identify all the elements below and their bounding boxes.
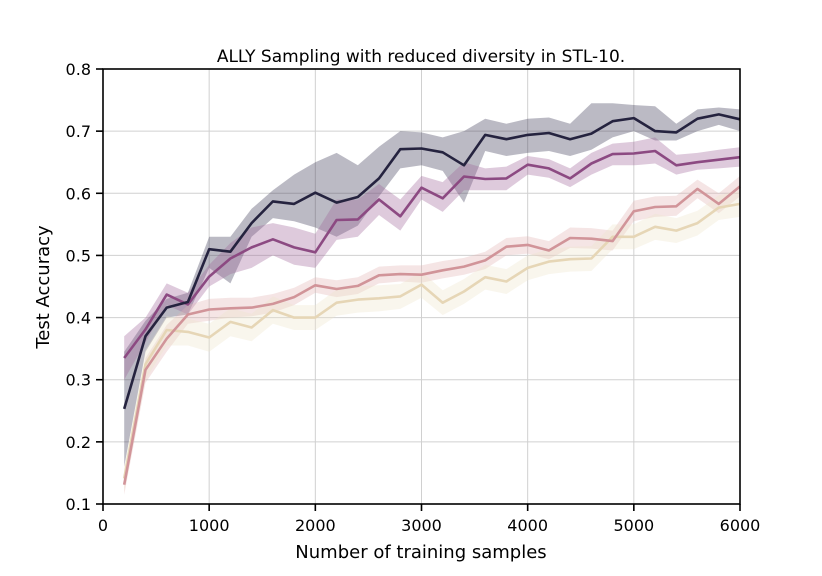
y-tick-label: 0.3 — [66, 371, 91, 390]
y-tick-label: 0.6 — [66, 184, 91, 203]
series-3-band — [124, 175, 740, 495]
series-4-band — [124, 190, 740, 492]
y-tick-label: 0.2 — [66, 433, 91, 452]
y-tick-label: 0.1 — [66, 495, 91, 514]
x-tick-label: 3000 — [401, 516, 442, 535]
y-tick-label: 0.7 — [66, 122, 91, 141]
x-tick-label: 1000 — [189, 516, 230, 535]
y-axis-label: Test Accuracy — [33, 225, 54, 350]
series-2-band — [124, 137, 740, 380]
confidence-bands — [124, 103, 740, 495]
series-lines — [122, 113, 741, 485]
series-3-line — [122, 185, 741, 485]
y-tick-label: 0.5 — [66, 246, 91, 265]
series-1-line — [122, 113, 741, 410]
y-tick-label: 0.4 — [66, 309, 91, 328]
x-tick-label: 5000 — [613, 516, 654, 535]
x-tick-label: 0 — [98, 516, 108, 535]
x-tick-label: 4000 — [507, 516, 548, 535]
x-axis-label: Number of training samples — [295, 542, 546, 563]
chart-title: ALLY Sampling with reduced diversity in … — [217, 47, 625, 67]
axis-ticks: 0 1000 2000 3000 4000 5000 6000 0.1 0.2 0.3 0.4 0.5… — [66, 60, 761, 535]
series-4-line — [122, 202, 741, 479]
grid — [102, 68, 741, 505]
series-1-band — [124, 103, 740, 467]
x-tick-label: 6000 — [720, 516, 761, 535]
x-tick-label: 2000 — [295, 516, 336, 535]
series-2-line — [123, 149, 741, 359]
y-tick-label: 0.8 — [66, 60, 91, 79]
